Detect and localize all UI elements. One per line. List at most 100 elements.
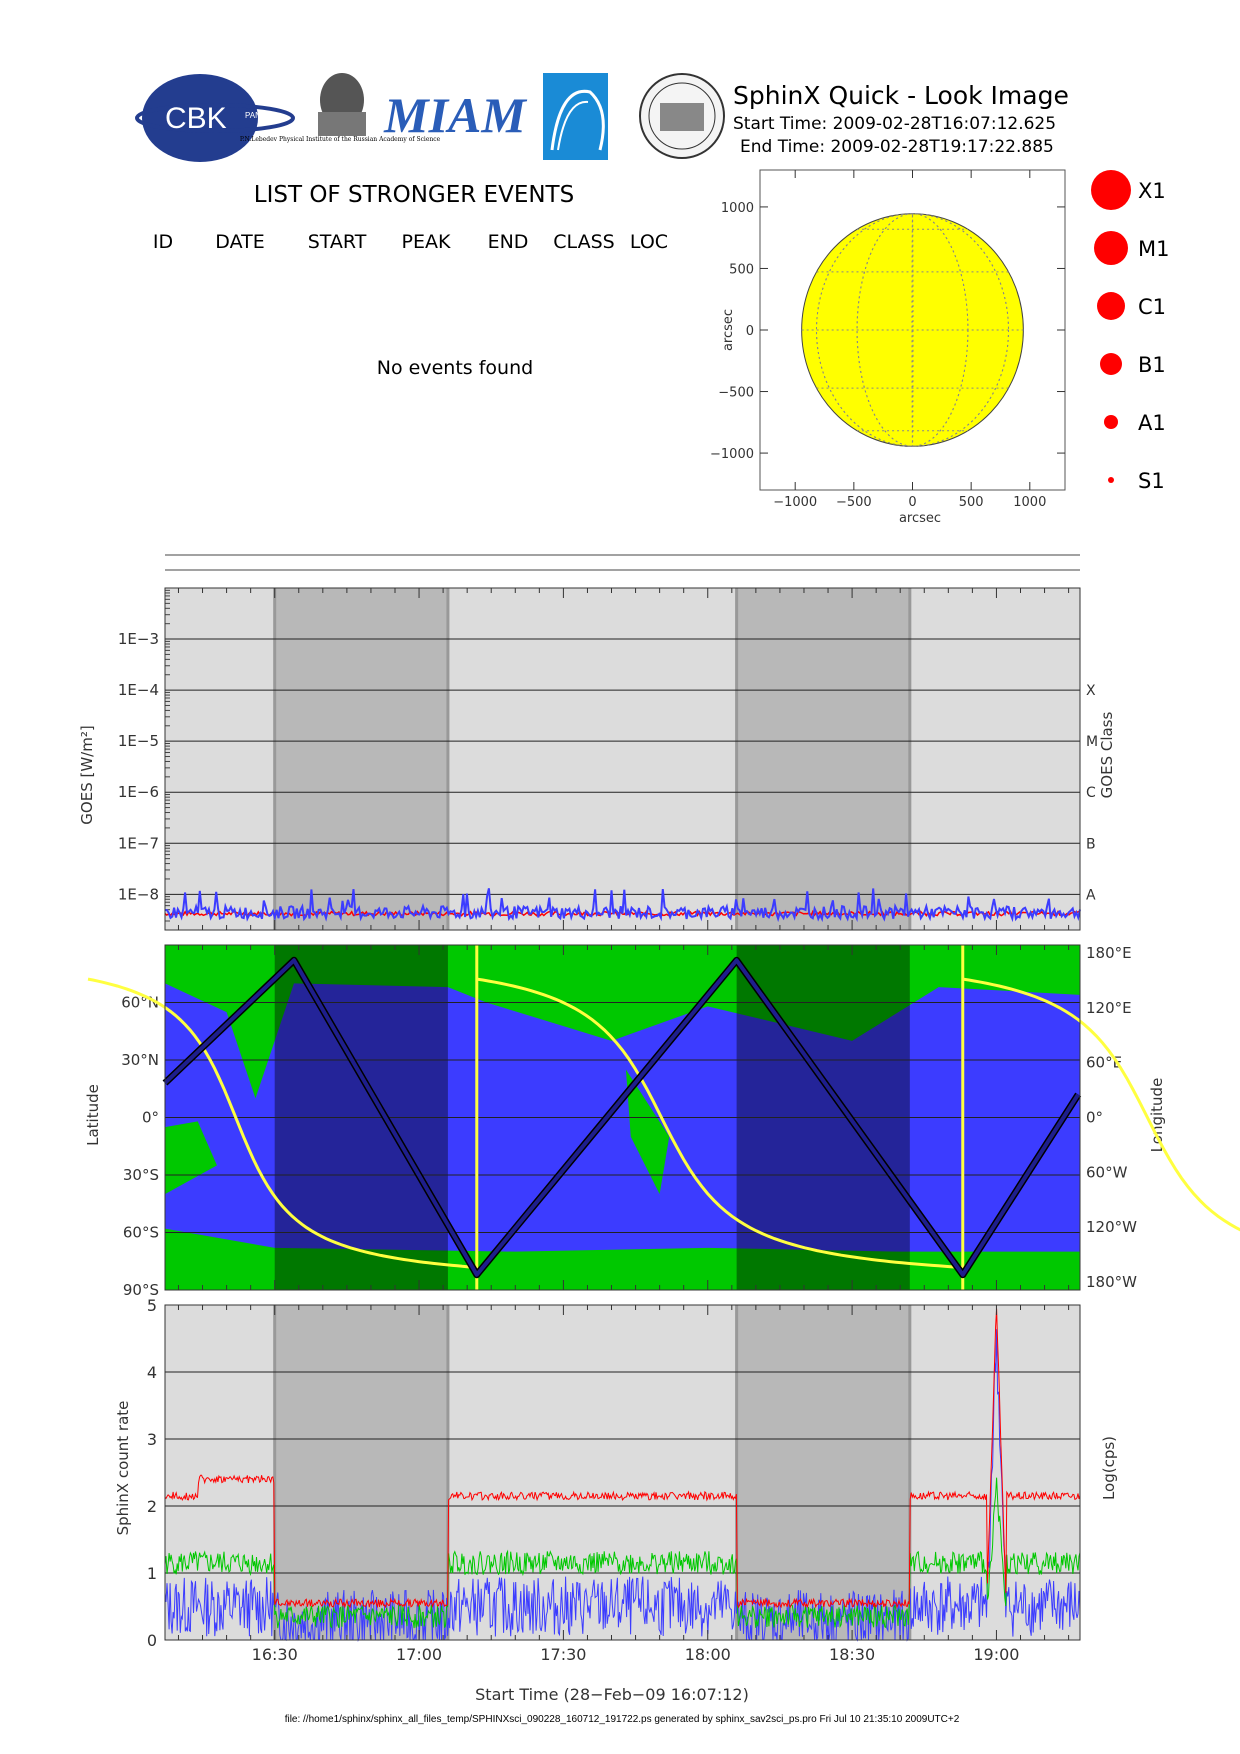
events-col-id: ID <box>153 231 173 253</box>
sphinx-series-red <box>164 1308 1081 1609</box>
lebedev-logo: P.N.Lebedev Physical Institute of the Ru… <box>240 73 441 143</box>
size-legend: X1 M1 C1 B1 A1 S1 <box>1091 170 1169 493</box>
footer-text: file: //home1/sphinx/sphinx_all_files_te… <box>285 1714 960 1725</box>
disk-grid <box>801 213 1024 447</box>
disk-ylabel: arcsec <box>721 309 736 351</box>
orbit-latitude-track <box>163 958 1080 1277</box>
goes-ytick-label: 1E−5 <box>118 732 159 750</box>
goes-class-label-x: X <box>1086 683 1096 699</box>
disk-ytick-label: 500 <box>729 262 754 277</box>
legend-marker-x1 <box>1091 170 1131 210</box>
sphinx-panel: SphinX count rate Log(cps) Start Time (2… <box>114 1296 1118 1704</box>
disk-xtick-label: −1000 <box>773 495 817 510</box>
goes-ytick-label: 1E−4 <box>118 681 159 699</box>
sphinx-series-green <box>164 1477 1081 1629</box>
goes-eclipse-band-0 <box>274 588 448 930</box>
disk-xtick-label: −500 <box>836 495 872 510</box>
legend-marker-b1 <box>1100 353 1122 375</box>
goes-y2label: GOES Class <box>1098 711 1116 798</box>
legend-label-a1: A1 <box>1138 411 1166 435</box>
arc-logo <box>543 73 608 160</box>
disk-xtick-label: 1000 <box>1013 495 1046 510</box>
legend-label-x1: X1 <box>1138 179 1166 203</box>
sphinx-xtick-label: 16:30 <box>252 1645 298 1664</box>
sphinx-eclipse-band-1 <box>736 1305 910 1640</box>
events-empty-message: No events found <box>377 357 533 379</box>
events-header-row: ID DATE START PEAK END CLASS LOC <box>153 231 668 253</box>
start-time-label: Start Time: 2009-02-28T16:07:12.625 <box>733 114 1056 134</box>
solar-disk-panel: −1000 −500 0 500 1000 −1000 −500 0 500 1000 arcse… <box>710 169 1066 526</box>
goes-frame <box>164 587 1081 931</box>
miam-logo: MIAM <box>383 87 527 143</box>
sphinx-series-blue <box>164 1329 1081 1642</box>
lebedev-logo-text: P.N.Lebedev Physical Institute of the Ru… <box>240 136 441 143</box>
goes-ylabel: GOES [W/m²] <box>78 725 96 824</box>
events-col-peak: PEAK <box>402 231 451 253</box>
orbit-ytick-label: 60°N <box>121 994 159 1012</box>
orbit-panel: Latitude Longitude 60°N 30°N 0° 30°S 60°S 90°… <box>84 944 1240 1299</box>
disk-meridian-3 <box>856 213 969 447</box>
orbit-ytick-label: 30°S <box>123 1166 159 1184</box>
end-time-label: End Time: 2009-02-28T19:17:22.885 <box>740 137 1054 157</box>
disk-ytick-label: 1000 <box>721 201 754 216</box>
legend-marker-a1 <box>1104 415 1118 429</box>
goes-class-label-a: A <box>1086 887 1096 903</box>
disk-ytick-label: −1000 <box>710 447 754 462</box>
sphinx-y2label: Log(cps) <box>1100 1436 1118 1500</box>
sphinx-xtick-label: 17:30 <box>540 1645 586 1664</box>
sphinx-eclipse-band-0 <box>274 1305 448 1640</box>
seal-logo <box>639 73 725 159</box>
miam-logo-text: MIAM <box>383 87 527 143</box>
events-col-end: END <box>488 231 529 253</box>
sphinx-xlabel: Start Time (28−Feb−09 16:07:12) <box>475 1685 749 1704</box>
disk-xtick-label: 0 <box>908 495 916 510</box>
orbit-ytick-label: 0° <box>142 1109 159 1127</box>
orbit-longitude-curve-2 <box>476 977 963 1269</box>
goes-eclipse-band-1 <box>736 588 910 930</box>
cbk-logo: CBK PAN <box>135 74 295 162</box>
sphinx-frame <box>164 1304 1081 1641</box>
orbit-y2tick-label: 60°W <box>1086 1163 1128 1181</box>
disk-ytick-label: −500 <box>718 386 754 401</box>
orbit-ytick-label: 30°N <box>121 1051 159 1069</box>
events-col-class: CLASS <box>553 231 614 253</box>
orbit-y2tick-label: 120°W <box>1086 1218 1137 1236</box>
legend-marker-s1 <box>1108 477 1114 483</box>
sphinx-xtick-label: 17:00 <box>396 1645 442 1664</box>
orbit-y2label: Longitude <box>1148 1078 1166 1153</box>
sphinx-ytick-label: 5 <box>147 1296 157 1315</box>
page-title: SphinX Quick - Look Image <box>733 81 1069 110</box>
goes-panel: GOES [W/m²] GOES Class 1E−3 1E−4 1E−5 1E−6 1… <box>78 587 1116 931</box>
goes-ytick-label: 1E−6 <box>118 783 159 801</box>
legend-marker-c1 <box>1097 292 1125 320</box>
goes-ytick-label: 1E−8 <box>118 885 159 903</box>
goes-series-blue <box>165 888 1081 923</box>
goes-class-label-c: C <box>1086 785 1096 801</box>
orbit-ylabel: Latitude <box>84 1084 102 1146</box>
events-col-start: START <box>308 231 367 253</box>
orbit-west-patch <box>165 1121 217 1195</box>
sphinx-xtick-label: 18:30 <box>829 1645 875 1664</box>
orbit-central-patch <box>625 1069 670 1195</box>
orbit-ytick-label: 60°S <box>123 1224 159 1242</box>
legend-label-c1: C1 <box>1138 295 1166 319</box>
legend-label-b1: B1 <box>1138 353 1166 377</box>
events-col-loc: LOC <box>630 231 668 253</box>
legend-label-m1: M1 <box>1138 237 1169 261</box>
sphinx-ylabel: SphinX count rate <box>114 1401 132 1536</box>
sphinx-ytick-label: 2 <box>147 1497 157 1516</box>
orbit-north-zone <box>165 945 1080 1099</box>
sphinx-ytick-label: 4 <box>147 1363 157 1382</box>
orbit-y2tick-label: 0° <box>1086 1109 1103 1127</box>
events-title: LIST OF STRONGER EVENTS <box>254 182 574 208</box>
goes-ytick-label: 1E−3 <box>118 630 159 648</box>
cbk-logo-subtext: PAN <box>245 111 261 120</box>
legend-label-s1: S1 <box>1138 469 1165 493</box>
orbit-south-zone <box>165 1228 1080 1290</box>
disk-xtick-label: 500 <box>959 495 984 510</box>
disk-xlabel: arcsec <box>899 511 941 526</box>
sphinx-ytick-label: 1 <box>147 1564 157 1583</box>
goes-class-label-m: M <box>1086 734 1098 750</box>
disk-meridian-4 <box>815 213 1010 447</box>
